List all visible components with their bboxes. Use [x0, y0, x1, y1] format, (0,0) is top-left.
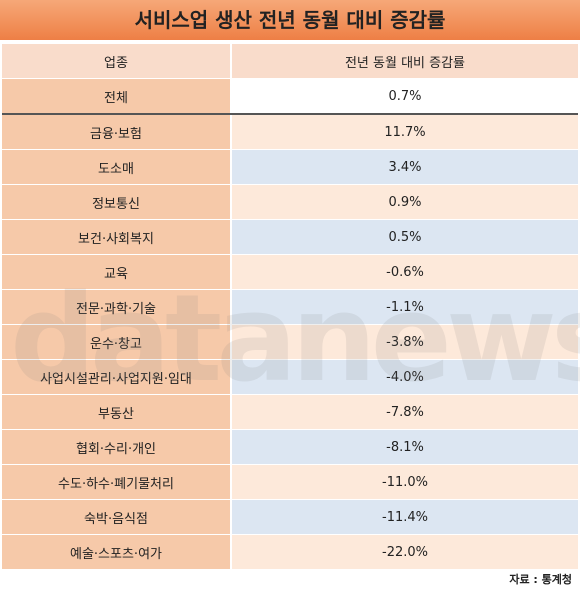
table-cell: 도소매: [2, 150, 232, 184]
table-row: 금융·보험 11.7%: [2, 115, 578, 150]
table-row: 전문·과학·기술 -1.1%: [2, 290, 578, 325]
table-cell: -22.0%: [232, 535, 578, 569]
table-cell: 숙박·음식점: [2, 500, 232, 534]
table: 업종 전년 동월 대비 증감률 전체 0.7% 금융·보험 11.7% 도소매 3.4% 정보통…: [2, 44, 578, 570]
title: 서비스업 생산 전년 동월 대비 증감률: [0, 0, 580, 40]
table-cell: 운수·창고: [2, 325, 232, 359]
table-cell: 0.5%: [232, 220, 578, 254]
table-row: 전체 0.7%: [2, 79, 578, 115]
table-cell: 전문·과학·기술: [2, 290, 232, 324]
table-row: 사업시설관리·사업지원·임대 -4.0%: [2, 360, 578, 395]
table-row: 정보통신 0.9%: [2, 185, 578, 220]
table-row: 교육 -0.6%: [2, 255, 578, 290]
table-cell: -8.1%: [232, 430, 578, 464]
table-cell: -7.8%: [232, 395, 578, 429]
table-cell: 11.7%: [232, 115, 578, 149]
table-cell: 부동산: [2, 395, 232, 429]
table-row: 예술·스포츠·여가 -22.0%: [2, 535, 578, 570]
source: 자료 : 통계청: [509, 573, 572, 586]
table-row: 부동산 -7.8%: [2, 395, 578, 430]
table-cell: -11.0%: [232, 465, 578, 499]
table-row: 업종 전년 동월 대비 증감률: [2, 44, 578, 79]
table-cell: 보건·사회복지: [2, 220, 232, 254]
table-cell: 0.7%: [232, 79, 578, 113]
table-cell: 사업시설관리·사업지원·임대: [2, 360, 232, 394]
table-row: 도소매 3.4%: [2, 150, 578, 185]
table-cell: 전체: [2, 79, 232, 113]
table-row: 협회·수리·개인 -8.1%: [2, 430, 578, 465]
table-cell: -4.0%: [232, 360, 578, 394]
table-cell: -11.4%: [232, 500, 578, 534]
table-cell: 전년 동월 대비 증감률: [232, 44, 578, 78]
table-cell: 정보통신: [2, 185, 232, 219]
table-row: 숙박·음식점 -11.4%: [2, 500, 578, 535]
table-cell: -3.8%: [232, 325, 578, 359]
table-row: 수도·하수·폐기물처리 -11.0%: [2, 465, 578, 500]
table-cell: 업종: [2, 44, 232, 78]
table-cell: 교육: [2, 255, 232, 289]
table-cell: -1.1%: [232, 290, 578, 324]
table-cell: 예술·스포츠·여가: [2, 535, 232, 569]
table-cell: 금융·보험: [2, 115, 232, 149]
table-cell: 3.4%: [232, 150, 578, 184]
table-cell: 협회·수리·개인: [2, 430, 232, 464]
table-cell: 0.9%: [232, 185, 578, 219]
table-row: 운수·창고 -3.8%: [2, 325, 578, 360]
table-cell: 수도·하수·폐기물처리: [2, 465, 232, 499]
table-cell: -0.6%: [232, 255, 578, 289]
table-row: 보건·사회복지 0.5%: [2, 220, 578, 255]
